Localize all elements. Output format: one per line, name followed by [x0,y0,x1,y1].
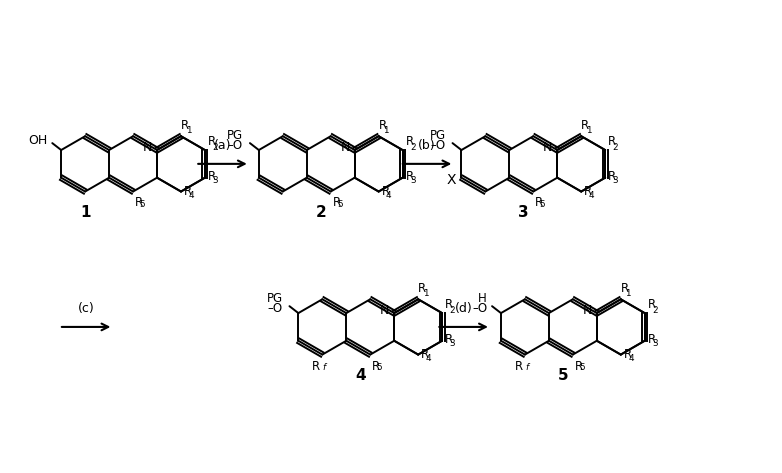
Text: 2: 2 [450,306,455,315]
Text: R: R [208,170,216,183]
Text: R: R [608,170,616,183]
Text: R: R [445,333,454,346]
Text: R: R [181,119,189,132]
Text: PG: PG [429,129,446,142]
Text: N: N [543,140,552,154]
Text: –O: –O [472,302,487,315]
Text: 1: 1 [423,289,429,298]
Text: 2: 2 [612,143,618,152]
Text: R: R [378,119,387,132]
Text: 2: 2 [410,143,415,152]
Text: 4: 4 [386,191,392,200]
Text: R: R [372,359,380,373]
Text: 4: 4 [188,191,194,200]
Text: 5: 5 [540,201,545,210]
Text: R: R [575,359,583,373]
Text: R: R [406,135,414,148]
Text: 4: 4 [425,354,431,363]
Text: N: N [340,140,350,154]
Text: f: f [525,363,528,373]
Text: 5: 5 [139,201,145,210]
Text: 3: 3 [450,339,455,348]
Text: 4: 4 [355,368,366,384]
Text: R: R [647,298,656,311]
Text: 5: 5 [558,368,569,384]
Text: (d): (d) [455,302,472,315]
Text: N: N [380,304,389,316]
Text: R: R [624,348,632,361]
Text: R: R [312,359,321,373]
Text: R: R [647,333,656,346]
Text: H: H [479,292,487,305]
Text: 1: 1 [383,126,389,135]
Text: OH: OH [28,134,48,147]
Text: R: R [621,282,629,295]
Text: 5: 5 [337,201,343,210]
Text: 1: 1 [185,126,192,135]
Text: 2: 2 [316,205,327,220]
Text: R: R [135,196,143,210]
Text: 5: 5 [579,363,585,373]
Text: PG: PG [227,129,243,142]
Text: (c): (c) [77,302,95,315]
Text: 3: 3 [410,176,415,185]
Text: 2: 2 [652,306,658,315]
Text: R: R [184,185,192,198]
Text: R: R [581,119,590,132]
Text: R: R [332,196,341,210]
Text: 3: 3 [212,176,218,185]
Text: R: R [208,135,216,148]
Text: R: R [536,196,543,210]
Text: –O: –O [430,139,446,151]
Text: R: R [406,170,414,183]
Text: 1: 1 [586,126,591,135]
Text: (a): (a) [213,139,231,152]
Text: PG: PG [267,292,282,305]
Text: 3: 3 [612,176,618,185]
Text: –O: –O [267,302,282,315]
Text: R: R [515,359,523,373]
Text: (b): (b) [418,139,436,152]
Text: R: R [418,282,426,295]
Text: N: N [583,304,592,316]
Text: R: R [608,135,616,148]
Text: 1: 1 [626,289,631,298]
Text: 4: 4 [589,191,594,200]
Text: X: X [447,173,457,187]
Text: R: R [445,298,454,311]
Text: –O: –O [228,139,243,151]
Text: 3: 3 [652,339,658,348]
Text: R: R [584,185,592,198]
Text: N: N [142,140,152,154]
Text: 5: 5 [377,363,382,373]
Text: 1: 1 [80,205,91,220]
Text: 3: 3 [518,205,529,220]
Text: 2: 2 [212,143,218,152]
Text: R: R [382,185,389,198]
Text: f: f [322,363,325,373]
Text: R: R [421,348,429,361]
Text: 4: 4 [628,354,633,363]
